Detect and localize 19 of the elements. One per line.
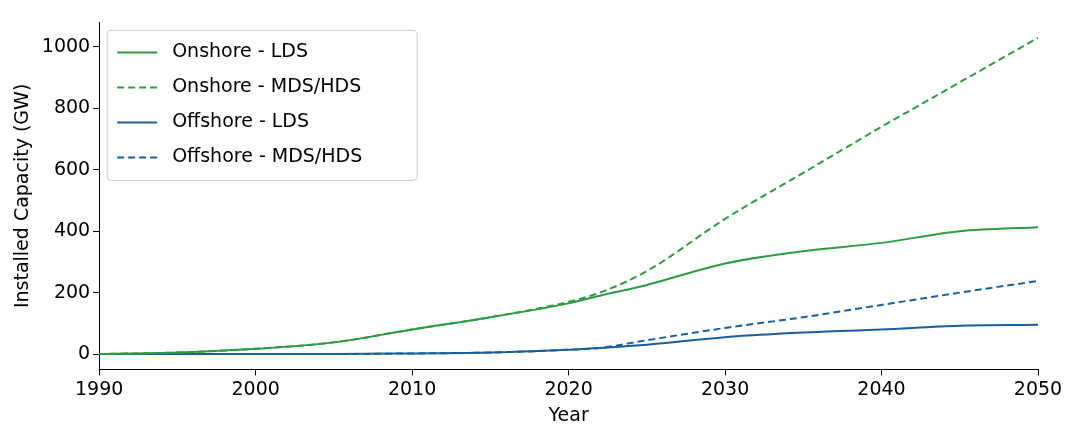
y-axis-title: Installed Capacity (GW) bbox=[10, 83, 33, 309]
x-tick-label: 2050 bbox=[1013, 376, 1063, 399]
legend-label: Offshore - LDS bbox=[172, 109, 310, 132]
x-tick-label: 1990 bbox=[74, 376, 124, 399]
x-tick-label: 2000 bbox=[231, 376, 280, 399]
x-tick-label: 2010 bbox=[387, 376, 437, 399]
x-tick-label: 2020 bbox=[544, 376, 593, 399]
y-tick-label: 0 bbox=[78, 340, 91, 363]
legend-label: Onshore - MDS/HDS bbox=[172, 74, 362, 97]
y-tick-label: 800 bbox=[53, 95, 91, 118]
legend-label: Onshore - LDS bbox=[172, 39, 309, 62]
x-tick-label: 2040 bbox=[857, 376, 906, 399]
y-tick-label: 600 bbox=[53, 156, 91, 179]
y-tick-label: 1000 bbox=[41, 33, 91, 56]
legend-label: Offshore - MDS/HDS bbox=[172, 144, 363, 167]
x-tick-label: 2030 bbox=[700, 376, 750, 399]
y-tick-label: 200 bbox=[53, 279, 91, 302]
y-tick-label: 400 bbox=[53, 218, 91, 241]
x-axis-title: Year bbox=[547, 402, 589, 425]
